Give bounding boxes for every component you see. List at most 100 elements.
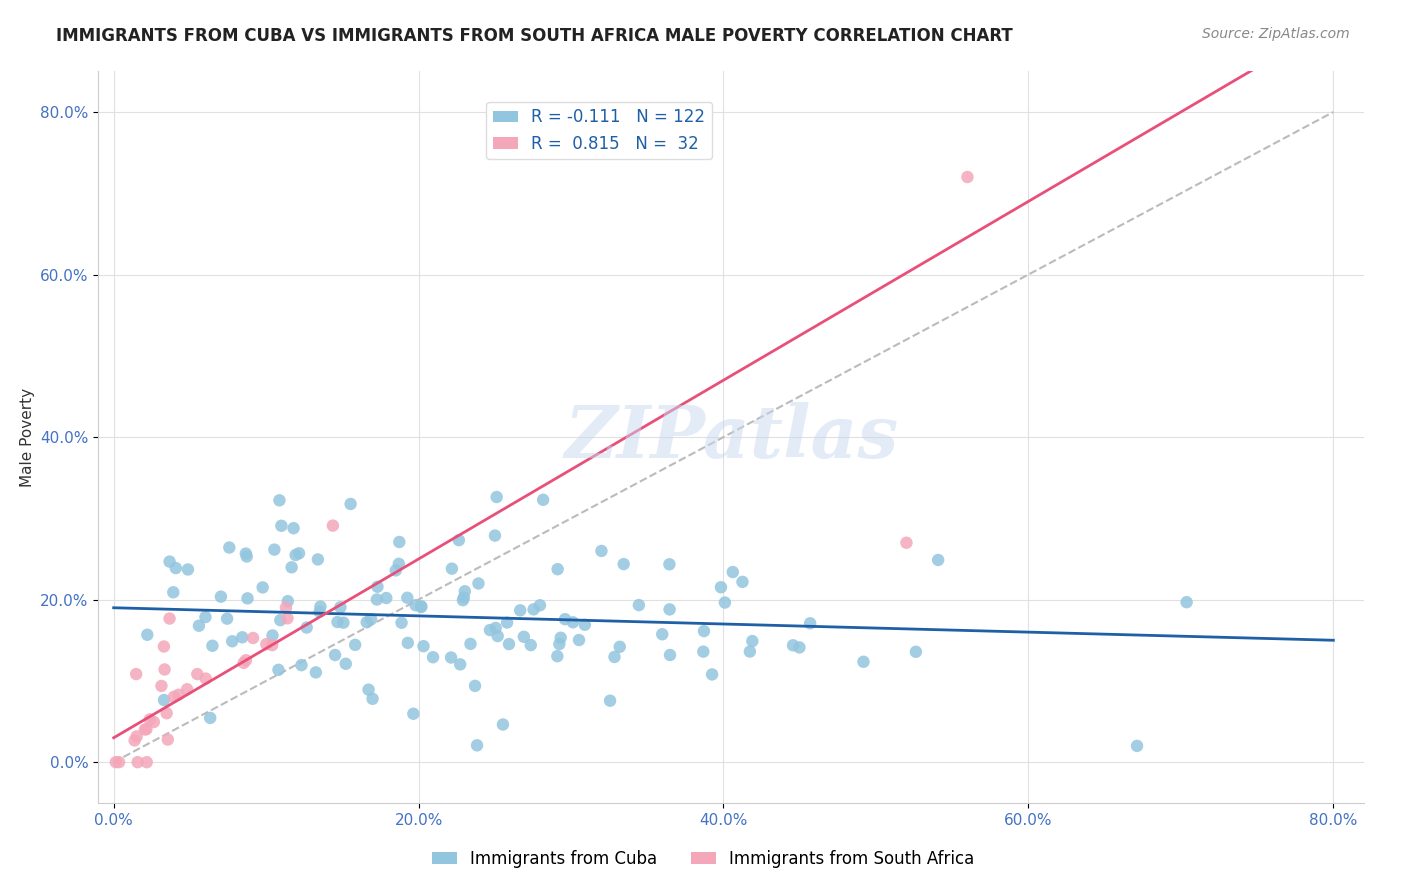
Point xyxy=(159,555,181,569)
Point xyxy=(262,638,284,652)
Point xyxy=(357,682,380,697)
Point xyxy=(852,655,875,669)
Point xyxy=(127,755,149,769)
Point xyxy=(252,581,274,595)
Point xyxy=(467,576,489,591)
Point xyxy=(741,634,763,648)
Text: IMMIGRANTS FROM CUBA VS IMMIGRANTS FROM SOUTH AFRICA MALE POVERTY CORRELATION CH: IMMIGRANTS FROM CUBA VS IMMIGRANTS FROM … xyxy=(56,27,1012,45)
Point xyxy=(454,584,477,599)
Point xyxy=(176,682,198,697)
Point xyxy=(782,638,804,652)
Point xyxy=(165,561,187,575)
Point xyxy=(465,739,488,753)
Point xyxy=(738,644,761,658)
Point xyxy=(277,594,299,608)
Point xyxy=(274,600,297,615)
Point xyxy=(609,640,631,654)
Point xyxy=(464,679,486,693)
Point xyxy=(693,624,716,638)
Point xyxy=(323,648,346,662)
Point xyxy=(548,637,571,651)
Point xyxy=(411,599,433,614)
Point xyxy=(262,628,284,642)
Point xyxy=(136,628,159,642)
Point xyxy=(451,593,474,607)
Point xyxy=(156,732,179,747)
Point xyxy=(236,591,259,606)
Point xyxy=(603,649,626,664)
Point xyxy=(484,528,506,542)
Point xyxy=(329,600,352,615)
Point xyxy=(366,592,388,607)
Point xyxy=(562,615,585,630)
Point xyxy=(307,552,329,566)
Point xyxy=(1175,595,1198,609)
Point xyxy=(453,591,475,605)
Point xyxy=(283,521,305,535)
Point xyxy=(547,562,569,576)
Point xyxy=(388,535,411,549)
Point xyxy=(150,679,173,693)
Point xyxy=(124,733,146,747)
Point xyxy=(153,663,176,677)
Point xyxy=(308,605,330,619)
Point xyxy=(360,612,382,626)
Point xyxy=(356,615,378,630)
Point xyxy=(1126,739,1149,753)
Point xyxy=(658,558,681,572)
Point xyxy=(714,595,737,609)
Point xyxy=(280,560,302,574)
Point xyxy=(326,615,349,629)
Point xyxy=(125,729,148,743)
Point xyxy=(700,667,723,681)
Point xyxy=(591,544,613,558)
Point xyxy=(135,755,157,769)
Point xyxy=(232,656,254,670)
Point xyxy=(335,657,357,671)
Point xyxy=(447,533,470,548)
Legend: R = -0.111   N = 122, R =  0.815   N =  32: R = -0.111 N = 122, R = 0.815 N = 32 xyxy=(486,102,711,160)
Point xyxy=(162,585,184,599)
Point xyxy=(125,667,148,681)
Point xyxy=(186,667,208,681)
Point xyxy=(200,711,222,725)
Point xyxy=(235,653,257,667)
Point xyxy=(322,518,344,533)
Point xyxy=(139,712,162,726)
Point xyxy=(153,693,176,707)
Point xyxy=(270,518,292,533)
Point xyxy=(134,723,156,737)
Point xyxy=(288,546,311,560)
Point xyxy=(231,630,253,644)
Point xyxy=(486,629,509,643)
Text: Source: ZipAtlas.com: Source: ZipAtlas.com xyxy=(1202,27,1350,41)
Point xyxy=(529,599,551,613)
Point xyxy=(440,650,463,665)
Point xyxy=(254,637,277,651)
Point xyxy=(613,557,636,571)
Point xyxy=(568,633,591,648)
Point xyxy=(956,169,979,184)
Point xyxy=(187,618,209,632)
Point xyxy=(627,598,650,612)
Point xyxy=(651,627,673,641)
Point xyxy=(721,565,744,579)
Point xyxy=(927,553,949,567)
Point xyxy=(710,580,733,594)
Point xyxy=(194,610,217,624)
Point xyxy=(396,591,419,605)
Point xyxy=(142,714,165,729)
Point xyxy=(789,640,811,655)
Point xyxy=(269,613,291,627)
Point xyxy=(509,603,531,617)
Point xyxy=(520,638,543,652)
Point xyxy=(344,638,367,652)
Point xyxy=(391,615,413,630)
Point xyxy=(496,615,519,630)
Point xyxy=(412,639,434,653)
Point xyxy=(554,612,576,626)
Point xyxy=(290,658,312,673)
Point xyxy=(221,634,243,648)
Point xyxy=(284,548,307,562)
Point xyxy=(658,602,681,616)
